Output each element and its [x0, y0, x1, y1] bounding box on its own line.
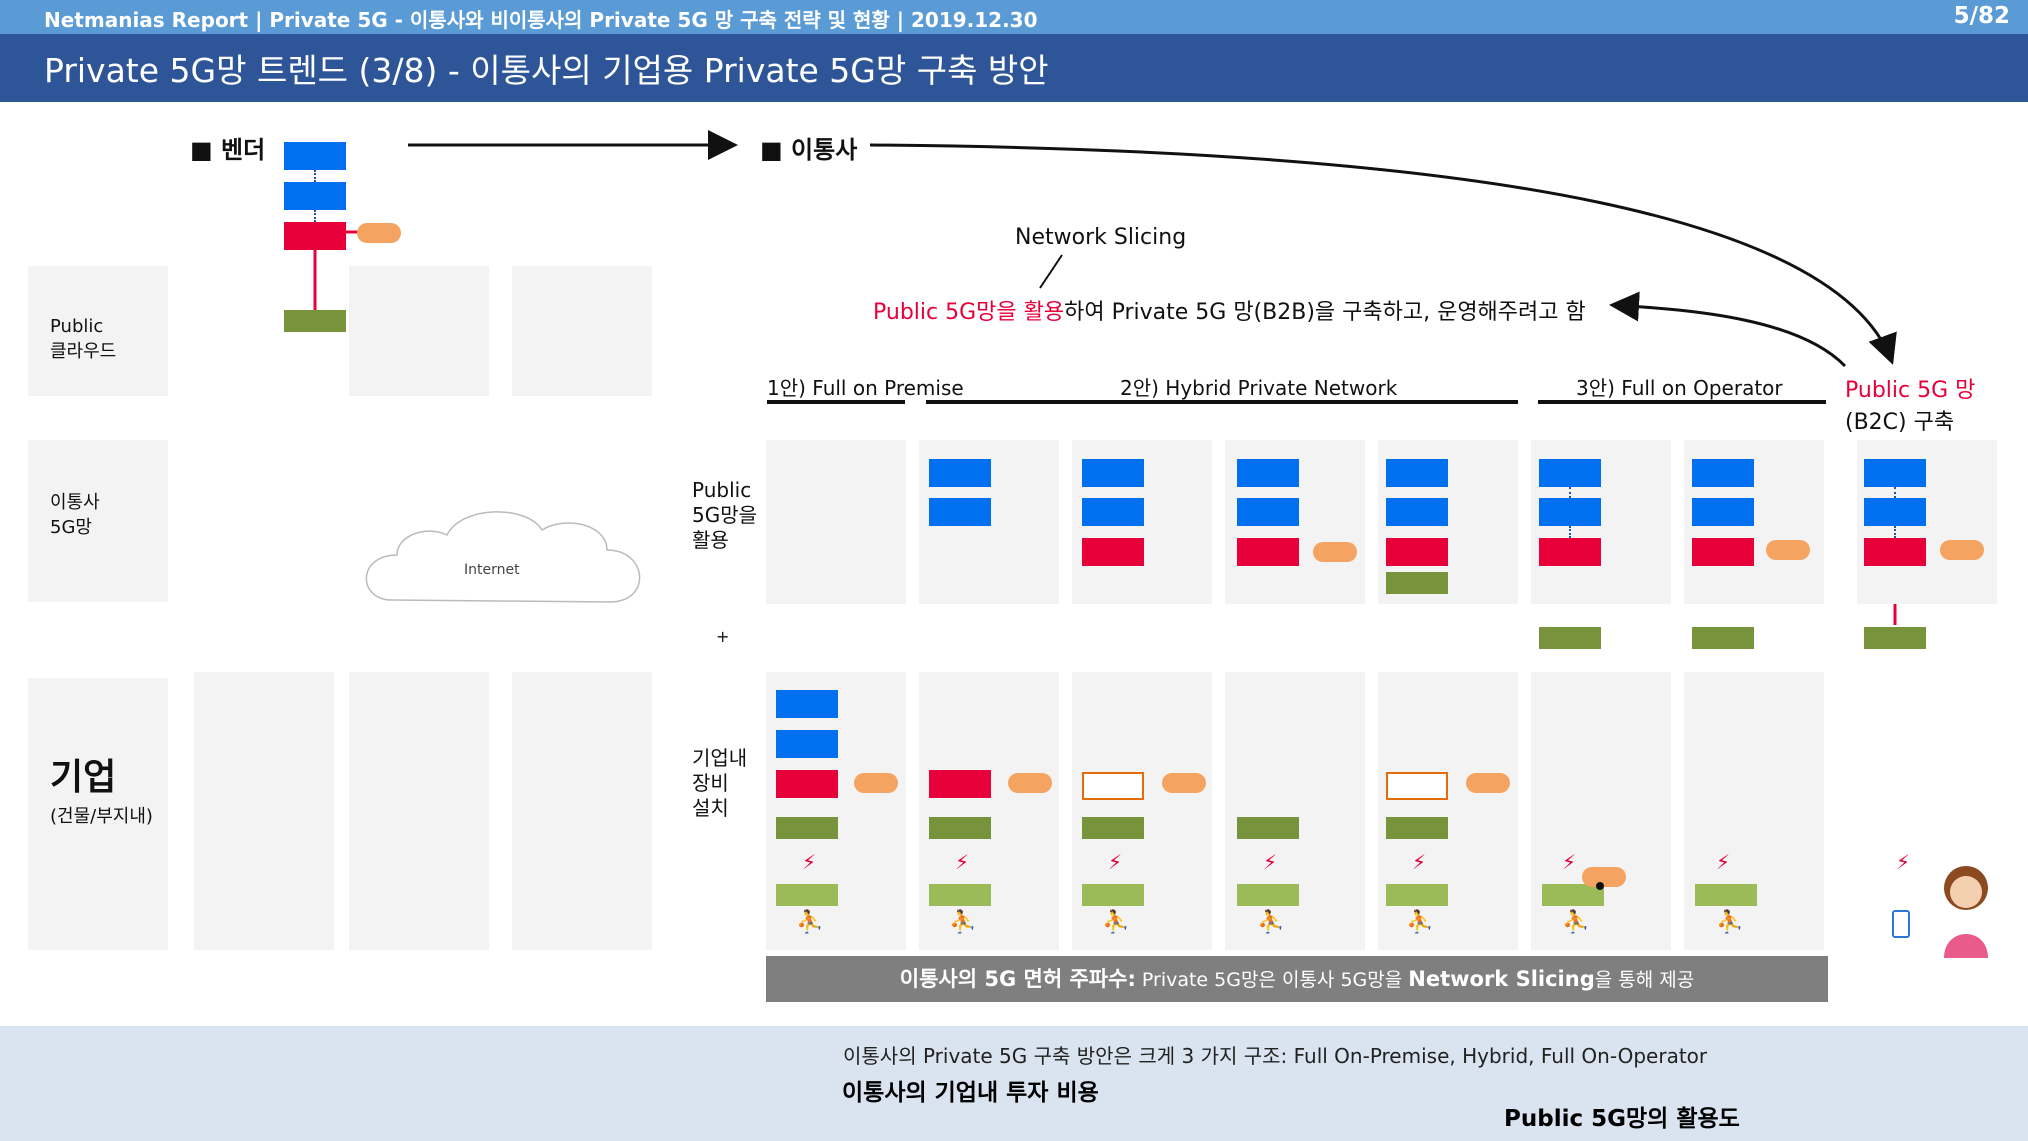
internet-cloud-icon [365, 511, 641, 603]
radio-icon: ⚡ [1896, 850, 1911, 874]
summary-text: 이통사의 Private 5G 구축 방안은 크게 3 가지 구조: Full … [843, 1044, 1708, 1068]
user-desk-icon: ⛹ [1716, 910, 1744, 935]
radio-icon: ⚡ [1263, 850, 1278, 874]
report-header-bar: Netmanias Report | Private 5G - 이통사와 비이통… [0, 0, 2028, 34]
operator-curve-arrow [869, 143, 1897, 365]
user-desk-icon: ⛹ [1406, 910, 1434, 935]
slide-title: Private 5G망 트렌드 (3/8) - 이통사의 기업용 Private… [44, 51, 1049, 90]
vendor-blue-block-2 [284, 182, 346, 210]
section-full-on-operator: 3안) Full on Operator [1576, 376, 1783, 400]
user-desk-icon: ⛹ [796, 910, 824, 935]
col2-lower [919, 672, 1059, 950]
row-operator-5g [28, 440, 168, 602]
col3-lower [1072, 672, 1212, 950]
col1-upper [766, 440, 906, 604]
section-full-on-premise: 1안) Full on Premise [767, 376, 964, 400]
row-public-cloud-label: Public 클라우드 [50, 316, 117, 362]
vendor-red-block [284, 222, 346, 250]
license-spectrum-bar: 이통사의 5G 면허 주파수: Private 5G망은 이통사 5G망을 Ne… [766, 956, 1828, 1002]
row-operator-5g-label: 이통사 5G망 [50, 492, 100, 538]
user-desk-icon: ⛹ [1102, 910, 1130, 935]
internet-label: Internet [464, 562, 520, 578]
radio-icon: ⚡ [802, 850, 817, 874]
network-slicing-label: Network Slicing [1015, 225, 1187, 250]
row-enterprise [28, 678, 168, 950]
legend-operator: ■ 이통사 [760, 136, 858, 164]
investment-cost-label: 이통사의 기업내 투자 비용 [828, 1074, 1113, 1112]
radio-icon: ⚡ [1412, 850, 1427, 874]
user-avatar-icon [1944, 866, 1988, 958]
report-title: Netmanias Report | Private 5G - 이통사와 비이통… [44, 8, 1038, 32]
radio-icon: ⚡ [1716, 850, 1731, 874]
col6-lower [1531, 672, 1671, 950]
legend-vendor: ■ 벤더 [190, 136, 266, 164]
row-public-cloud [28, 266, 168, 396]
slicing-pointer [1039, 254, 1063, 289]
section-hybrid: 2안) Hybrid Private Network [1120, 376, 1398, 400]
smartphone-icon [1892, 910, 1910, 938]
plus-label: + [716, 627, 730, 646]
row-enterprise-label: 기업 [50, 757, 117, 798]
section-public-5g-red: Public 5G 망 [1845, 378, 1976, 403]
radio-icon: ⚡ [1562, 850, 1577, 874]
user-desk-icon: ⛹ [1562, 910, 1590, 935]
col5-lower [1378, 672, 1518, 950]
row-enterprise-sublabel: (건물/부지내) [50, 806, 153, 827]
section-public-5g-black: (B2C) 구축 [1845, 410, 1955, 435]
page-number: 5/82 [1953, 3, 2010, 29]
vendor-blue-block-1 [284, 142, 346, 170]
radio-icon: ⚡ [955, 850, 970, 874]
col4-lower [1225, 672, 1365, 950]
slide-title-bar: Private 5G망 트렌드 (3/8) - 이통사의 기업용 Private… [0, 34, 2028, 102]
col7-lower [1684, 672, 1824, 950]
vendor-green-block [284, 310, 346, 332]
vendor-orange-pill [357, 223, 401, 243]
user-desk-icon: ⛹ [1257, 910, 1285, 935]
radio-icon: ⚡ [1108, 850, 1123, 874]
public-5g-usage-label: Public 5G망의 활용도 [1490, 1100, 1754, 1138]
user-desk-icon: ⛹ [949, 910, 977, 935]
slicing-description: Public 5G망을 활용하여 Private 5G 망(B2B)을 구축하고… [873, 300, 1586, 325]
onsite-label: 기업내 장비 설치 [692, 746, 748, 820]
public-use-label: Public 5G망을 활용 [692, 478, 758, 552]
b2c-to-b2b-arrow [1609, 291, 1847, 368]
